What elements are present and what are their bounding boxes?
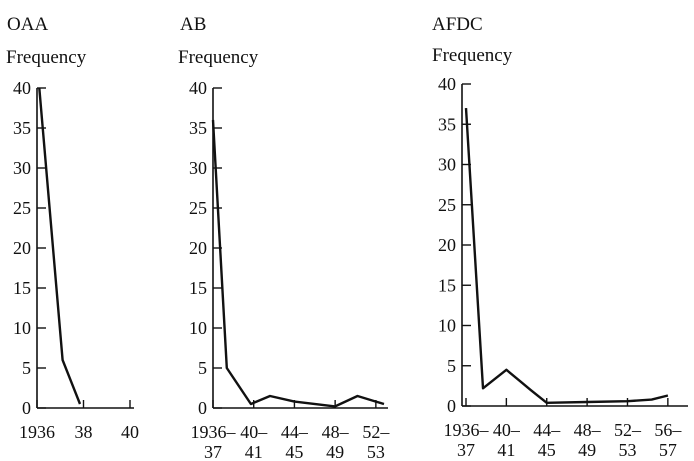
x-tick-label-oaa: 1936 bbox=[19, 422, 55, 442]
y-tick-label-ab: 10 bbox=[189, 318, 207, 338]
y-tick-label-oaa: 0 bbox=[22, 398, 31, 418]
y-tick-label-ab: 25 bbox=[189, 198, 207, 218]
y-tick-label-ab: 0 bbox=[198, 398, 207, 418]
x-tick-label-afdc: 44– bbox=[533, 420, 561, 440]
x-tick-label-afdc: 37 bbox=[457, 440, 475, 460]
x-tick-label-afdc: 45 bbox=[538, 440, 556, 460]
x-tick-label-afdc: 52– bbox=[614, 420, 642, 440]
x-tick-label-afdc: 41 bbox=[497, 440, 515, 460]
y-tick-label-ab: 15 bbox=[189, 278, 207, 298]
y-tick-label-oaa: 30 bbox=[13, 158, 31, 178]
x-tick-label-ab: 52– bbox=[362, 422, 390, 442]
series-line-ab bbox=[211, 119, 385, 408]
x-tick-label-ab: 45 bbox=[285, 442, 303, 461]
y-tick-label-oaa: 5 bbox=[22, 358, 31, 378]
y-tick-label-ab: 20 bbox=[189, 238, 207, 258]
y-tick-label-ab: 35 bbox=[189, 118, 207, 138]
x-tick-label-ab: 40– bbox=[240, 422, 268, 442]
series-line-oaa bbox=[38, 87, 82, 405]
y-tick-label-oaa: 40 bbox=[13, 78, 31, 98]
x-tick-label-ab: 53 bbox=[367, 442, 385, 461]
x-tick-label-oaa: 40 bbox=[121, 422, 139, 442]
x-tick-label-afdc: 56– bbox=[654, 420, 682, 440]
x-tick-label-ab: 49 bbox=[326, 442, 344, 461]
x-tick-label-ab: 48– bbox=[322, 422, 350, 442]
y-tick-label-ab: 5 bbox=[198, 358, 207, 378]
y-tick-label-oaa: 35 bbox=[13, 118, 31, 138]
chart-title-oaa: OAA bbox=[7, 14, 49, 35]
y-tick-label-oaa: 15 bbox=[13, 278, 31, 298]
x-tick-label-afdc: 1936– bbox=[444, 420, 490, 440]
x-tick-label-afdc: 49 bbox=[578, 440, 596, 460]
y-tick-label-afdc: 5 bbox=[447, 356, 456, 376]
chart-title-afdc: AFDC bbox=[432, 14, 483, 35]
y-tick-label-afdc: 35 bbox=[438, 114, 456, 134]
y-tick-label-oaa: 10 bbox=[13, 318, 31, 338]
y-axis-label-oaa: Frequency bbox=[6, 47, 87, 68]
y-tick-label-afdc: 20 bbox=[438, 235, 456, 255]
chart-title-ab: AB bbox=[180, 14, 207, 35]
x-tick-label-afdc: 53 bbox=[618, 440, 636, 460]
y-tick-label-oaa: 25 bbox=[13, 198, 31, 218]
y-tick-label-ab: 40 bbox=[189, 78, 207, 98]
y-tick-label-ab: 30 bbox=[189, 158, 207, 178]
y-tick-label-afdc: 40 bbox=[438, 74, 456, 94]
x-tick-label-afdc: 57 bbox=[659, 440, 677, 460]
y-tick-label-afdc: 15 bbox=[438, 275, 456, 295]
y-tick-label-afdc: 30 bbox=[438, 155, 456, 175]
y-tick-label-afdc: 25 bbox=[438, 195, 456, 215]
x-tick-label-ab: 37 bbox=[204, 442, 222, 461]
y-axis-label-ab: Frequency bbox=[178, 47, 259, 68]
y-tick-label-afdc: 0 bbox=[447, 396, 456, 416]
y-tick-label-afdc: 10 bbox=[438, 316, 456, 336]
x-tick-label-afdc: 48– bbox=[574, 420, 602, 440]
x-tick-label-ab: 44– bbox=[281, 422, 309, 442]
x-tick-label-ab: 1936– bbox=[191, 422, 237, 442]
x-tick-label-oaa: 38 bbox=[75, 422, 93, 442]
x-tick-label-afdc: 40– bbox=[493, 420, 521, 440]
series-line-afdc bbox=[464, 108, 669, 404]
x-tick-label-ab: 41 bbox=[245, 442, 263, 461]
y-axis-label-afdc: Frequency bbox=[432, 45, 513, 66]
y-tick-label-oaa: 20 bbox=[13, 238, 31, 258]
